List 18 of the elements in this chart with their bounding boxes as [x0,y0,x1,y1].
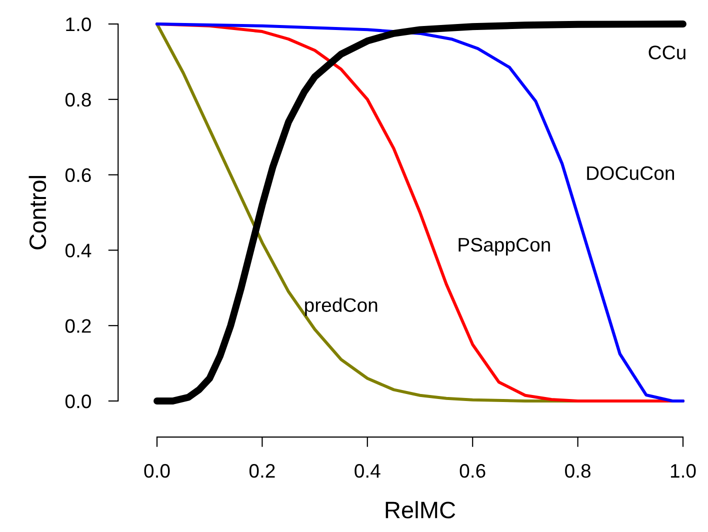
series-label: CCu [648,46,686,60]
y-tick-label: 0.6 [65,168,91,182]
series-label: DOCuCon [587,166,674,180]
series-label: PSappCon [458,238,550,256]
y-tick-label: 0.8 [65,92,91,107]
y-tick-label: 0.0 [65,394,91,408]
series-label: predCon [305,298,378,316]
y-tick-label: 0.4 [65,244,92,258]
y-tick-label: 0.2 [65,319,91,333]
y-axis-title: Control [28,176,46,250]
x-tick-label: 0.6 [460,464,486,478]
x-tick-label: 0.2 [249,464,275,478]
x-tick-label: 1.0 [670,464,696,478]
x-tick-label: 0.8 [565,464,590,478]
x-tick-label: 0.4 [354,464,380,478]
x-tick-label: 0.0 [144,464,170,478]
y-tick-label: 1.0 [66,17,91,32]
x-axis-title: RelMC [386,501,456,518]
